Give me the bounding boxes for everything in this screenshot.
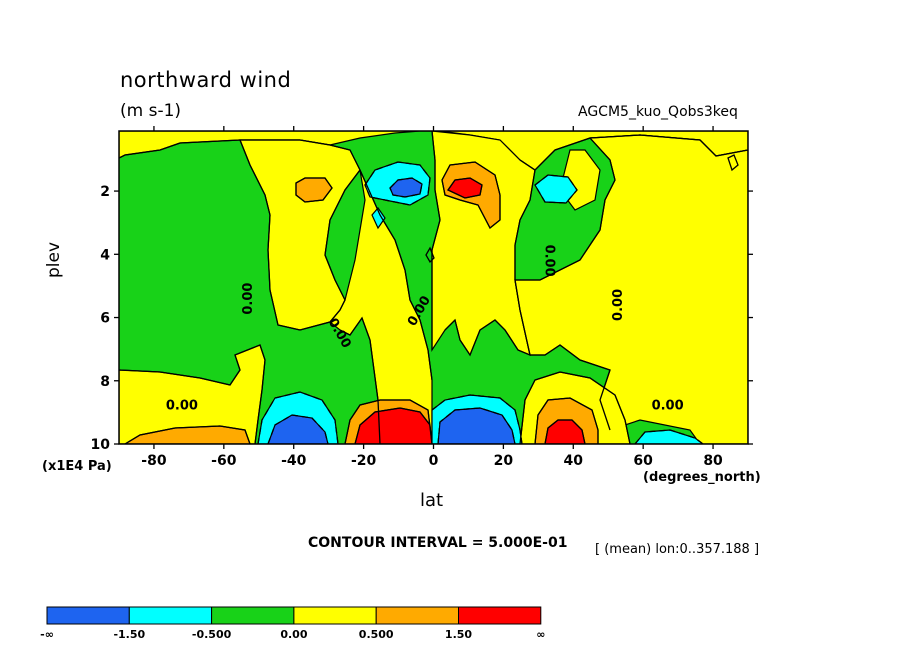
- x-tick-label: -60: [211, 453, 237, 469]
- contour-label: 0.00: [166, 399, 198, 414]
- x-tick-label: -20: [351, 453, 377, 469]
- chart-title: northward wind: [120, 68, 292, 92]
- colorbar-segment: [46, 606, 130, 625]
- colorbar-label: -0.500: [192, 628, 232, 641]
- contour-lines-negative: [257, 161, 704, 444]
- x-tick-label: 0: [429, 453, 439, 469]
- x-axis-units: (degrees_north): [643, 470, 761, 485]
- y-axis-ticks: 2 4 6 8 10: [91, 184, 753, 453]
- colorbar-segment: [211, 606, 295, 625]
- x-tick-label: 40: [564, 453, 584, 469]
- contour-lines: [119, 131, 748, 444]
- x-tick-label: -80: [141, 453, 167, 469]
- region-cyan-small: [371, 207, 386, 230]
- mean-info: [ (mean) lon:0..357.188 ]: [595, 542, 760, 557]
- x-tick-label: -40: [281, 453, 307, 469]
- x-tick-label: 80: [703, 453, 723, 469]
- x-axis-ticks: -80 -60 -40 -20 0 20 40 60 80: [141, 126, 723, 469]
- y-tick-label: 10: [91, 437, 111, 453]
- y-axis-units: (x1E4 Pa): [42, 459, 112, 474]
- colorbar-label: ∞: [536, 628, 545, 641]
- x-tick-label: 60: [633, 453, 653, 469]
- colorbar-segment: [128, 606, 213, 625]
- y-tick-label: 6: [100, 311, 110, 327]
- y-tick-label: 8: [100, 374, 110, 390]
- y-tick-label: 2: [100, 184, 110, 200]
- colorbar-label: -∞: [40, 628, 54, 641]
- chart-units: (m s-1): [120, 101, 182, 121]
- colorbar-segment: [293, 606, 377, 625]
- colorbar: -∞ -1.50 -0.500 0.00 0.500 1.50 ∞: [40, 606, 545, 641]
- contour-label: 0.00: [611, 289, 626, 321]
- colorbar-label: 0.00: [280, 628, 307, 641]
- experiment-name: AGCM5_kuo_Qobs3keq: [578, 104, 738, 120]
- contour-label: 0.00: [541, 245, 556, 277]
- contour-label: 0.00: [241, 283, 256, 315]
- colorbar-segment: [375, 606, 460, 625]
- colorbar-segment: [458, 606, 542, 625]
- colorbar-label: -1.50: [113, 628, 145, 641]
- x-tick-label: 20: [494, 453, 514, 469]
- colorbar-label: 1.50: [445, 628, 472, 641]
- y-tick-label: 4: [100, 247, 110, 263]
- contour-interval: CONTOUR INTERVAL = 5.000E-01: [308, 535, 568, 551]
- x-axis-label: lat: [420, 490, 444, 511]
- contour-label: 0.00: [652, 399, 684, 414]
- colorbar-label: 0.500: [359, 628, 394, 641]
